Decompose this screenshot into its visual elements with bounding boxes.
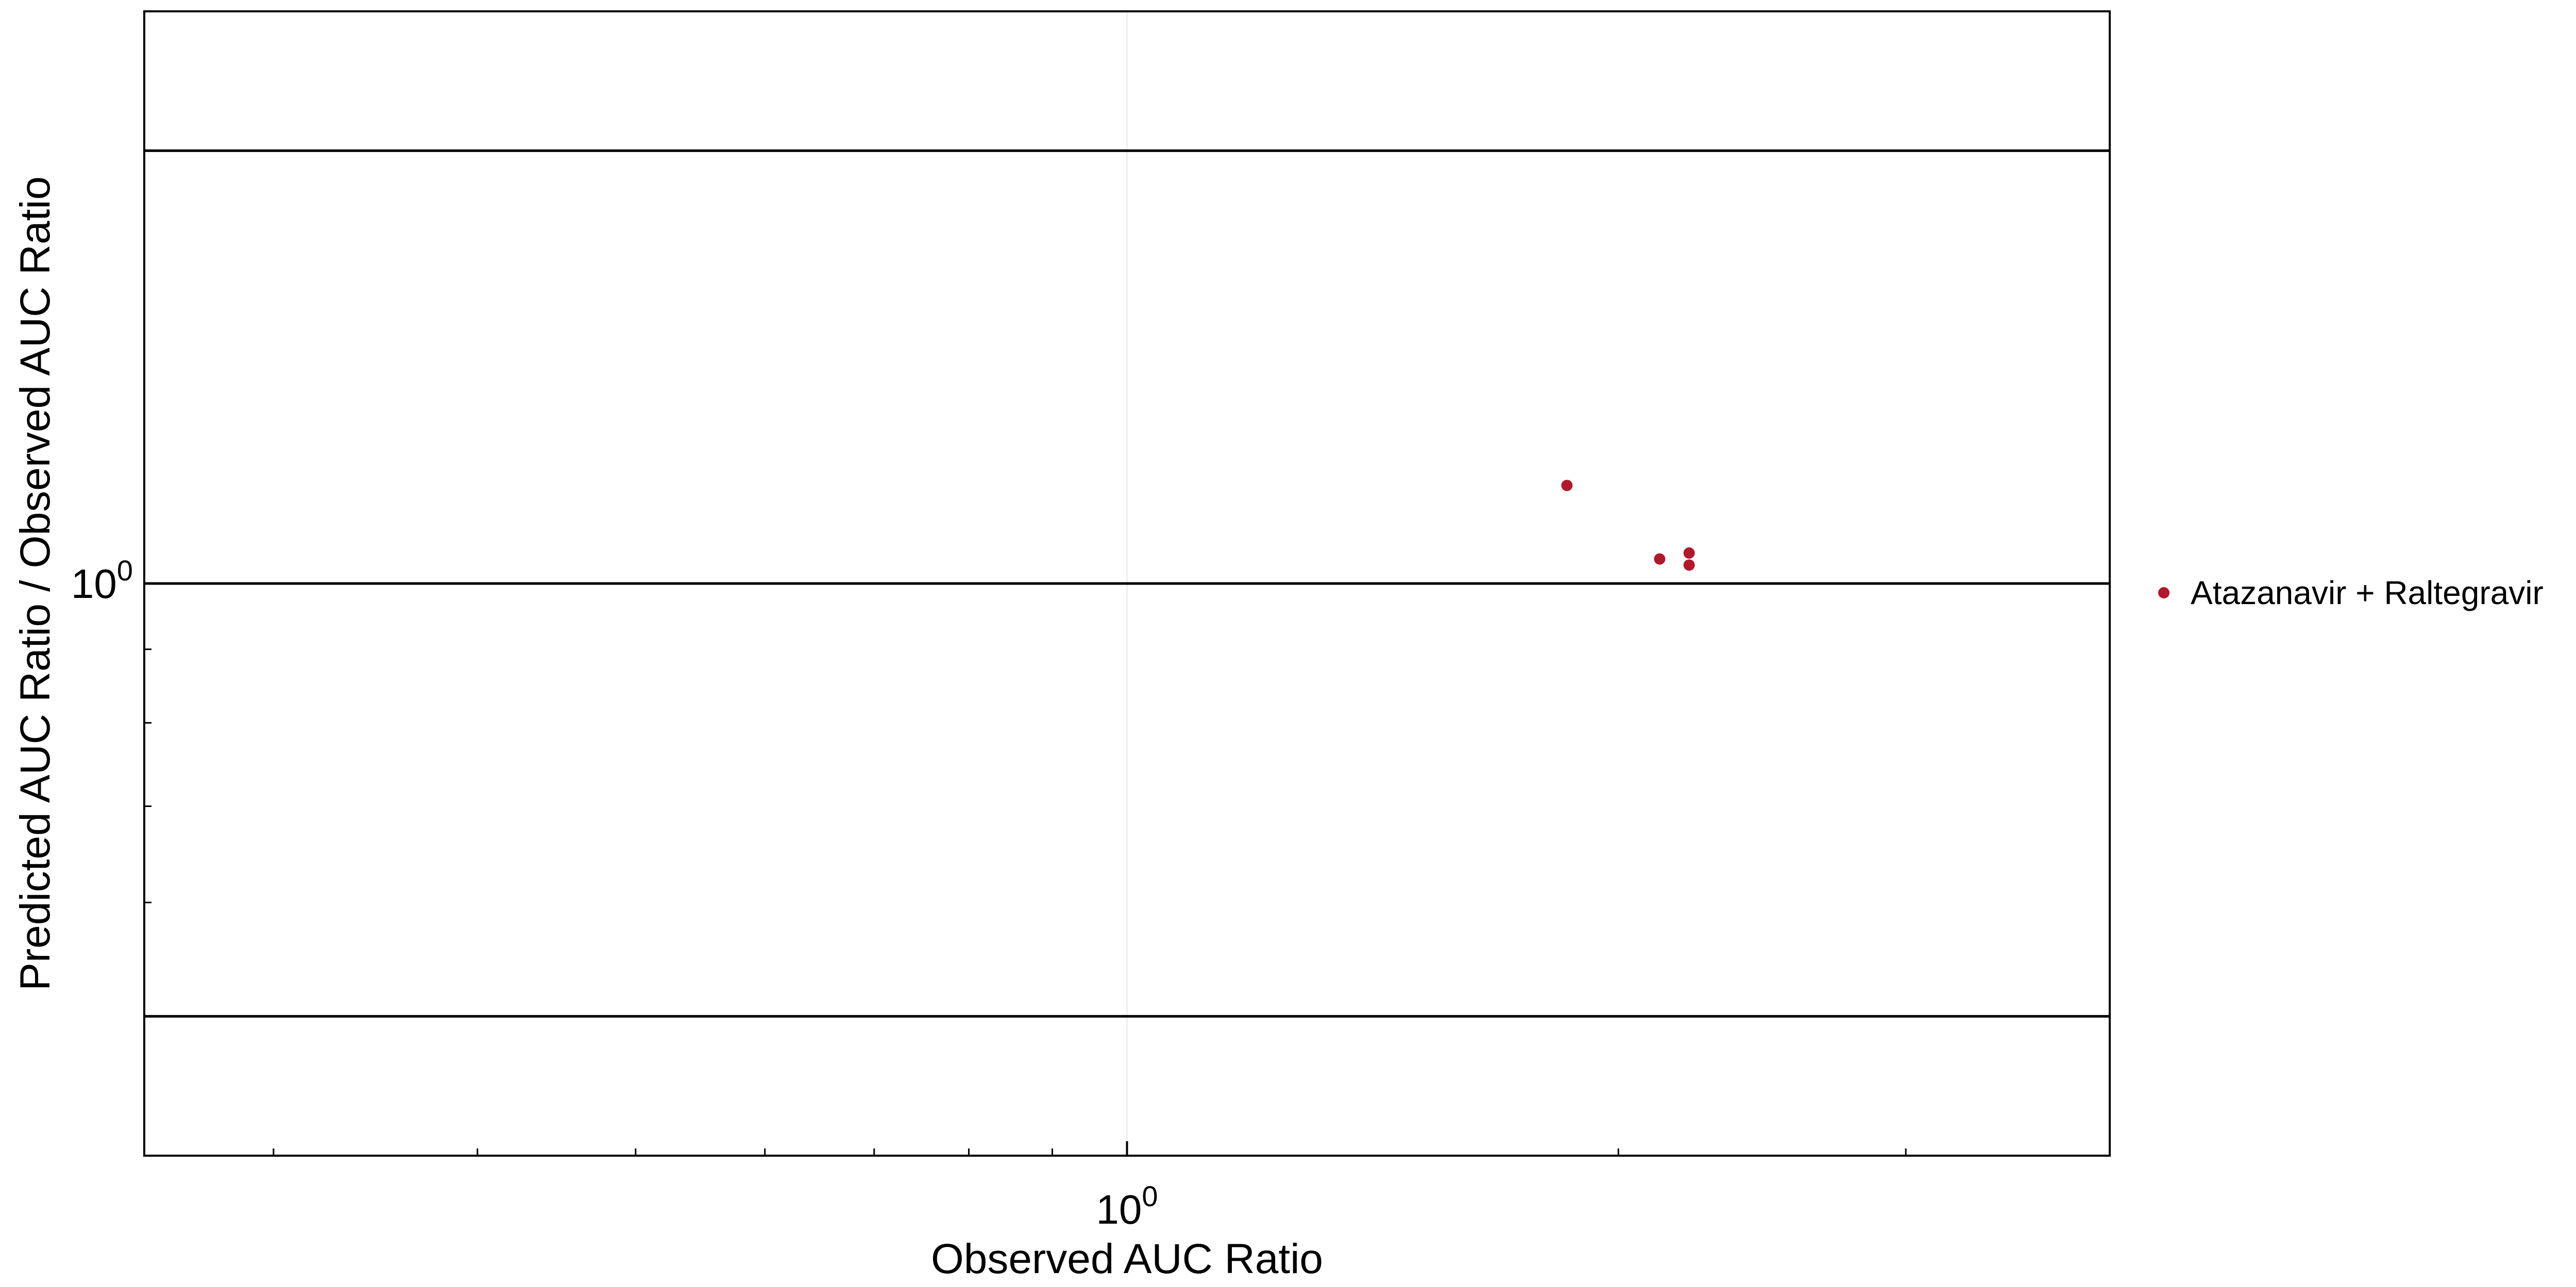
legend-marker — [2158, 587, 2170, 598]
x-axis-ticks — [273, 1141, 1907, 1156]
y-tick-base: 10 — [71, 561, 117, 607]
plot-area — [144, 11, 2110, 1156]
x-tick-exponent: 0 — [1142, 1180, 1158, 1212]
data-point — [1561, 479, 1573, 491]
x-axis-title: Observed AUC Ratio — [931, 1235, 1323, 1282]
legend: Atazanavir + Raltegravir — [2158, 574, 2544, 611]
data-point — [1654, 553, 1666, 565]
y-tick-label: 100 — [71, 554, 133, 607]
legend-label: Atazanavir + Raltegravir — [2191, 574, 2544, 611]
x-tick-base: 10 — [1096, 1187, 1142, 1232]
data-point — [1683, 547, 1695, 559]
y-axis-title: Predicted AUC Ratio / Observed AUC Ratio — [12, 176, 59, 990]
y-tick-exponent: 0 — [117, 554, 133, 587]
x-tick-label: 100 — [1096, 1180, 1158, 1232]
data-point — [1683, 559, 1695, 571]
data-points — [1561, 479, 1695, 571]
y-axis-ticks — [144, 150, 159, 1017]
